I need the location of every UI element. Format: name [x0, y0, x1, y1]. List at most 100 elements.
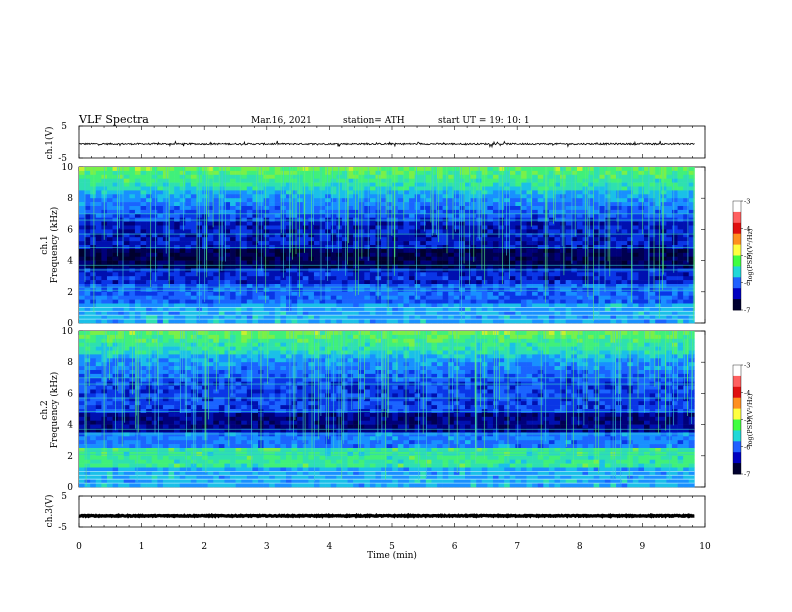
- spectrogram-cell: [515, 221, 522, 226]
- spectrogram-cell: [246, 256, 253, 261]
- spectrogram-cell: [677, 280, 684, 285]
- spectrogram-cell: [671, 268, 678, 273]
- spectrogram-cell: [358, 291, 365, 296]
- spectrogram-cell: [397, 182, 404, 187]
- spectrogram-cell: [252, 174, 259, 179]
- spectrogram-cell: [79, 182, 85, 187]
- spectrogram-cell: [397, 194, 404, 199]
- spectrogram-cell: [218, 291, 225, 296]
- spectrogram-cell: [465, 209, 471, 215]
- spectrogram-cell: [168, 303, 175, 308]
- spectrogram-cell: [179, 307, 186, 312]
- spectrogram-cell: [526, 307, 533, 312]
- spectrogram-cell: [632, 256, 639, 261]
- spectrogram-cell: [487, 291, 494, 296]
- spectrogram-cell: [576, 194, 583, 199]
- spectrogram-cell: [190, 182, 197, 187]
- spectrogram-cell: [576, 303, 583, 308]
- spectrogram-cell: [532, 319, 539, 324]
- spectrogram-cell: [453, 170, 460, 176]
- spectrogram-cell: [470, 280, 477, 285]
- spectrogram-cell: [364, 237, 371, 242]
- spectrogram-cell: [364, 178, 371, 183]
- spectrogram-cell: [263, 237, 270, 242]
- spectrogram-cell: [381, 167, 387, 172]
- spectrogram-cell: [129, 170, 136, 176]
- spectrogram-cell: [627, 252, 634, 257]
- spectrogram-cell: [224, 198, 231, 203]
- spectrogram-cell: [241, 178, 248, 183]
- spectrogram-cell: [588, 202, 594, 207]
- spectrogram-cell: [465, 241, 471, 246]
- spectrogram-cell: [325, 194, 332, 199]
- spectrogram-cell: [610, 209, 617, 215]
- spectrogram-cell: [112, 252, 119, 257]
- spectrogram-cell: [274, 252, 281, 257]
- spectrogram-cell: [610, 299, 617, 304]
- spectrogram-cell: [677, 213, 684, 218]
- spectrogram-cell: [118, 233, 125, 238]
- spectrogram-cell: [252, 280, 259, 285]
- spectrogram-cell: [347, 237, 354, 242]
- spectrogram-cell: [588, 225, 594, 230]
- spectrogram-cell: [520, 202, 527, 207]
- spectrogram-cell: [420, 284, 427, 289]
- spectrogram-cell: [498, 206, 505, 211]
- spectrogram-cell: [341, 319, 348, 324]
- spectrogram-cell: [476, 190, 483, 195]
- spectrogram-cell: [476, 307, 483, 312]
- spectrogram-cell: [79, 170, 85, 176]
- spectrogram-cell: [246, 260, 253, 265]
- spectrogram-cell: [414, 178, 421, 183]
- spectrogram-cell: [448, 182, 455, 187]
- spectrogram-cell: [431, 170, 438, 176]
- spectrogram-cell: [397, 276, 404, 281]
- spectrogram-cell: [548, 307, 555, 312]
- spectrogram-cell: [118, 319, 125, 324]
- spectrogram-cell: [548, 303, 555, 308]
- spectrogram-cell: [146, 182, 153, 187]
- spectrogram-cell: [677, 241, 684, 246]
- spectrogram-cell: [174, 178, 180, 183]
- spectrogram-cell: [448, 303, 455, 308]
- spectrogram-cell: [548, 237, 555, 242]
- spectrogram-cell: [386, 280, 393, 285]
- spectrogram-cell: [319, 248, 326, 254]
- spectrogram-cell: [409, 284, 415, 289]
- spectrogram-cell: [520, 190, 527, 195]
- spectrogram-cell: [425, 295, 432, 300]
- spectrogram-cell: [235, 291, 242, 296]
- spectrogram-cell: [112, 315, 119, 320]
- spectrogram-cell: [492, 221, 499, 226]
- spectrogram-cell: [369, 264, 376, 269]
- y-tick-label: 4: [67, 257, 73, 267]
- spectrogram-cell: [230, 260, 236, 265]
- spectrogram-cell: [364, 186, 371, 191]
- spectrogram-cell: [353, 229, 359, 234]
- spectrogram-cell: [582, 307, 589, 312]
- spectrogram-cell: [341, 229, 348, 234]
- spectrogram-cell: [448, 264, 455, 269]
- spectrogram-cell: [683, 182, 690, 187]
- spectrogram-cell: [157, 248, 164, 254]
- spectrogram-cell: [235, 198, 242, 203]
- spectrogram-cell: [492, 170, 499, 176]
- spectrogram-cell: [425, 311, 432, 316]
- spectrogram-cell: [509, 190, 516, 195]
- spectrogram-cell: [465, 233, 471, 238]
- spectrogram-cell: [235, 178, 242, 183]
- spectrogram-cell: [386, 284, 393, 289]
- spectrogram-cell: [79, 260, 85, 265]
- spectrogram-cell: [157, 264, 164, 269]
- spectrogram-cell: [537, 167, 544, 172]
- spectrogram-cell: [582, 299, 589, 304]
- spectrogram-cell: [347, 213, 354, 218]
- spectrogram-cell: [179, 194, 186, 199]
- spectrogram-cell: [375, 295, 382, 300]
- spectrogram-cell: [364, 241, 371, 246]
- spectrogram-cell: [448, 225, 455, 230]
- spectrogram-cell: [79, 194, 85, 199]
- spectrogram-cell: [353, 202, 359, 207]
- spectrogram-cell: [543, 256, 550, 261]
- spectrogram-cell: [677, 167, 684, 172]
